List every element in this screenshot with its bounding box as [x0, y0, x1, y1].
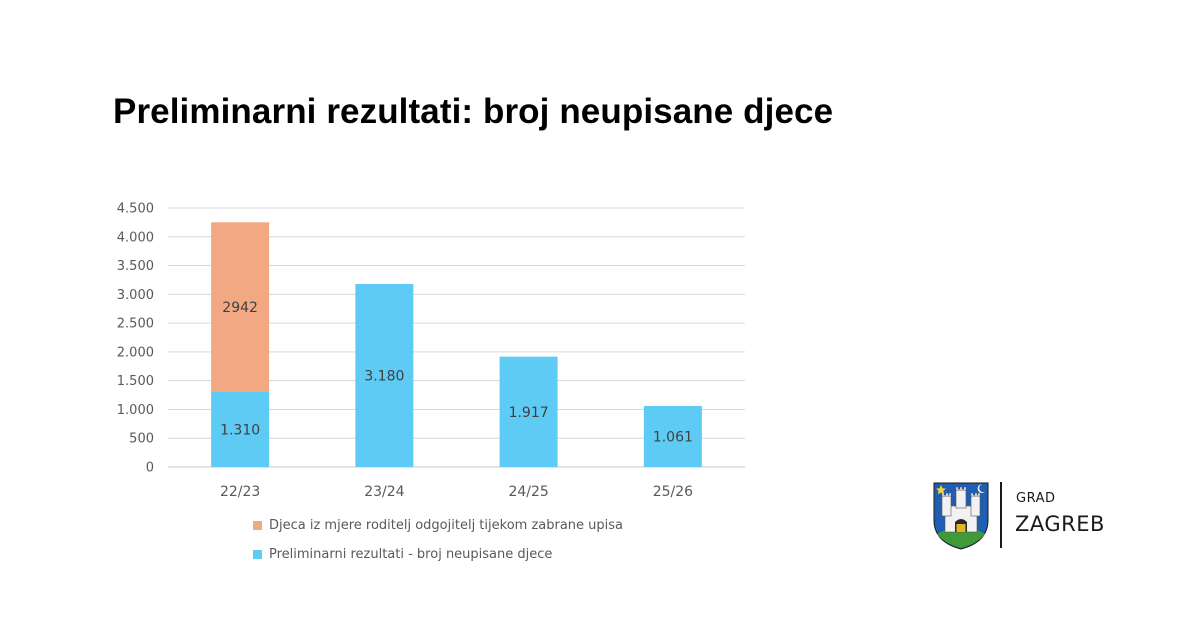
data-label: 1.917 [509, 405, 549, 421]
y-tick-label: 2.500 [117, 317, 154, 332]
y-tick-label: 3.000 [117, 288, 154, 303]
zagreb-coat-of-arms-icon [933, 482, 989, 550]
data-label: 2942 [222, 300, 258, 316]
legend-label: Preliminarni rezultati - broj neupisane … [269, 546, 553, 562]
x-tick-label: 23/24 [364, 484, 404, 500]
legend-item-roditelj-odgojitelj: Djeca iz mjere roditelj odgojitelj tijek… [253, 515, 623, 535]
data-label: 3.180 [364, 368, 404, 384]
logo-divider [1000, 482, 1002, 548]
y-tick-label: 2.000 [117, 345, 154, 360]
y-tick-label: 3.500 [117, 259, 154, 274]
y-tick-label: 1.000 [117, 403, 154, 418]
bar-roditelj-odgojitelj-0 [211, 222, 270, 392]
data-label: 1.061 [653, 429, 693, 445]
x-axis-labels: 22/23 23/24 24/25 25/26 [220, 484, 693, 500]
logo-text-zagreb: ZAGREB [1015, 512, 1105, 536]
bar-preliminarni-3 [643, 405, 702, 467]
chart-bars: 1.310 2942 3.180 1.917 1.061 [211, 222, 702, 467]
bar-preliminarni-1 [355, 283, 414, 467]
legend-swatch-blue [253, 549, 262, 559]
data-label: 1.310 [220, 422, 260, 438]
x-tick-label: 22/23 [220, 484, 260, 500]
x-tick-label: 24/25 [508, 484, 548, 500]
legend-swatch-orange [253, 520, 262, 530]
grad-zagreb-logo: GRAD ZAGREB [931, 480, 1106, 552]
y-tick-label: 1.500 [117, 374, 154, 389]
bar-preliminarni-2 [499, 356, 558, 467]
legend-label: Djeca iz mjere roditelj odgojitelj tijek… [269, 517, 624, 533]
logo-text-grad: GRAD [1016, 491, 1056, 506]
y-axis-labels: 0 500 1.000 1.500 2.000 2.500 3.000 3.500 4.000 4… [117, 202, 154, 476]
bar-preliminarni-0 [211, 391, 270, 467]
y-tick-label: 0 [146, 461, 154, 476]
x-tick-label: 25/26 [653, 484, 693, 500]
legend-item-preliminarni-rezultati: Preliminarni rezultati - broj neupisane … [253, 544, 623, 564]
y-tick-label: 500 [129, 432, 154, 447]
y-tick-label: 4.500 [117, 202, 154, 217]
y-tick-label: 4.000 [117, 230, 154, 245]
chart-legend: Djeca iz mjere roditelj odgojitelj tijek… [253, 515, 623, 573]
page-title: Preliminarni rezultati: broj neupisane d… [113, 92, 834, 131]
